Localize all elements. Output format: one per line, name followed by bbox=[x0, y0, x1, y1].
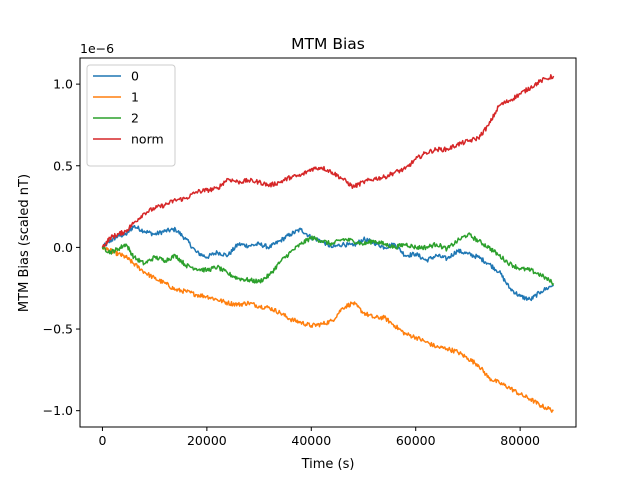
x-axis-ticks: 0 20000 40000 60000 80000 bbox=[98, 427, 540, 448]
legend-label-2: 2 bbox=[131, 111, 139, 126]
y-tick-label: 0.0 bbox=[53, 240, 73, 255]
y-tick-label: −1.0 bbox=[43, 403, 73, 418]
legend-label-1: 1 bbox=[131, 90, 139, 105]
series-line-2 bbox=[101, 232, 555, 286]
chart-title: MTM Bias bbox=[291, 35, 365, 53]
y-axis-label: MTM Bias (scaled nT) bbox=[17, 174, 32, 312]
y-axis-ticks: −1.0 −0.5 0.0 0.5 1.0 bbox=[43, 77, 80, 418]
plot-frame bbox=[79, 57, 577, 428]
series-line-norm bbox=[101, 74, 555, 248]
x-tick-label: 20000 bbox=[187, 433, 227, 448]
legend-box bbox=[86, 64, 176, 167]
y-scale-label: 1e−6 bbox=[80, 41, 114, 56]
y-tick-label: −0.5 bbox=[43, 322, 73, 337]
plot-lines bbox=[101, 74, 555, 413]
y-tick-label: 0.5 bbox=[53, 158, 73, 173]
legend-label-norm: norm bbox=[131, 132, 164, 147]
y-tick-label: 1.0 bbox=[53, 77, 73, 92]
legend-label-0: 0 bbox=[131, 69, 139, 84]
x-tick-label: 40000 bbox=[291, 433, 331, 448]
x-tick-label: 80000 bbox=[500, 433, 540, 448]
legend: 0 1 2 norm bbox=[86, 64, 176, 167]
x-tick-label: 60000 bbox=[396, 433, 436, 448]
series-line-1 bbox=[101, 245, 554, 413]
x-tick-label: 0 bbox=[98, 433, 106, 448]
x-axis-label: Time (s) bbox=[301, 457, 355, 472]
